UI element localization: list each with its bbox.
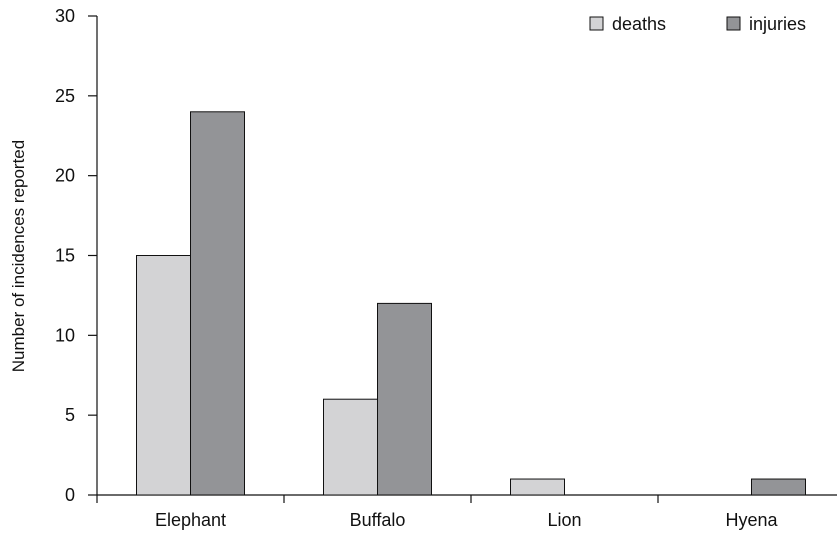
y-tick-label: 5 bbox=[65, 405, 75, 425]
y-axis-title: Number of incidences reported bbox=[9, 140, 28, 372]
bar-injuries-elephant bbox=[190, 111, 245, 496]
bar-deaths-buffalo bbox=[323, 398, 378, 496]
y-tick-label: 15 bbox=[55, 246, 75, 266]
bar-deaths-lion bbox=[510, 478, 565, 496]
tick-labels: 0 5 10 15 20 25 30 Elephant Buffalo Lion Hyena bbox=[55, 6, 779, 530]
x-tick-label: Buffalo bbox=[350, 510, 406, 530]
legend-label-injuries: injuries bbox=[749, 14, 806, 34]
legend-swatch-injuries bbox=[726, 16, 741, 31]
x-tick-label: Hyena bbox=[725, 510, 778, 530]
legend-label-deaths: deaths bbox=[612, 14, 666, 34]
x-tick-label: Elephant bbox=[155, 510, 226, 530]
y-tick-label: 30 bbox=[55, 6, 75, 26]
legend-swatch-deaths bbox=[589, 16, 604, 31]
bar-injuries-hyena bbox=[751, 478, 806, 496]
bar-deaths-elephant bbox=[136, 255, 191, 496]
bar-injuries-buffalo bbox=[377, 302, 432, 496]
y-tick-label: 10 bbox=[55, 325, 75, 345]
y-tick-label: 0 bbox=[65, 485, 75, 505]
legend: deaths injuries bbox=[589, 14, 806, 34]
x-tick-label: Lion bbox=[547, 510, 581, 530]
bars bbox=[136, 111, 806, 496]
y-tick-label: 25 bbox=[55, 86, 75, 106]
y-tick-label: 20 bbox=[55, 166, 75, 186]
